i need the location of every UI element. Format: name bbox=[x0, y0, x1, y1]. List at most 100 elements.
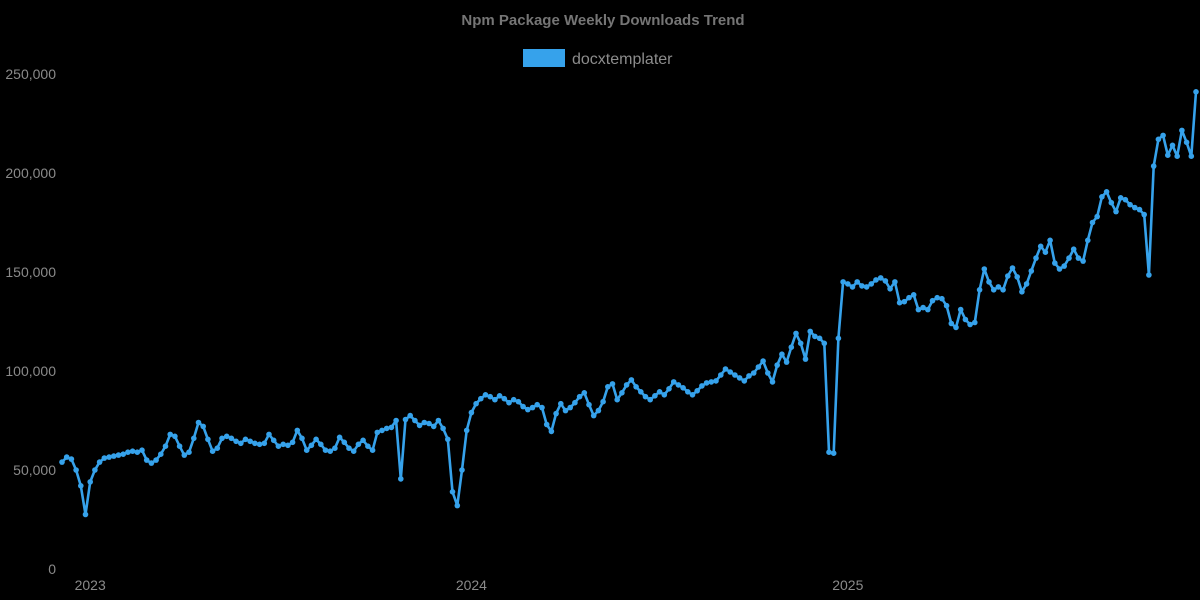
data-point[interactable] bbox=[774, 362, 780, 368]
data-point[interactable] bbox=[821, 340, 828, 347]
data-point[interactable] bbox=[779, 351, 785, 358]
data-point[interactable] bbox=[162, 443, 169, 450]
data-point[interactable] bbox=[854, 279, 860, 285]
data-point[interactable] bbox=[63, 454, 70, 460]
data-point[interactable] bbox=[609, 381, 616, 387]
data-point[interactable] bbox=[445, 436, 451, 443]
data-point[interactable] bbox=[633, 384, 639, 390]
data-point[interactable] bbox=[473, 400, 479, 407]
data-point[interactable] bbox=[106, 454, 112, 460]
data-point[interactable] bbox=[957, 306, 964, 313]
data-point[interactable] bbox=[176, 443, 183, 450]
data-point[interactable] bbox=[459, 467, 465, 473]
line-series[interactable] bbox=[60, 90, 1198, 516]
data-point[interactable] bbox=[233, 438, 239, 445]
data-point[interactable] bbox=[449, 489, 456, 495]
data-point[interactable] bbox=[826, 449, 832, 456]
data-point[interactable] bbox=[1141, 211, 1147, 218]
data-point[interactable] bbox=[689, 392, 696, 398]
data-point[interactable] bbox=[275, 443, 282, 450]
data-point[interactable] bbox=[1113, 208, 1119, 215]
data-points[interactable] bbox=[59, 89, 1199, 518]
data-point[interactable] bbox=[548, 428, 555, 435]
data-point[interactable] bbox=[859, 283, 865, 289]
data-point[interactable] bbox=[896, 299, 903, 306]
data-point[interactable] bbox=[1037, 243, 1044, 250]
data-point[interactable] bbox=[355, 441, 362, 448]
data-point[interactable] bbox=[661, 392, 668, 398]
data-point[interactable] bbox=[797, 340, 804, 347]
data-point[interactable] bbox=[1099, 194, 1105, 200]
data-point[interactable] bbox=[948, 320, 955, 327]
data-point[interactable] bbox=[205, 436, 211, 443]
data-point[interactable] bbox=[727, 369, 733, 375]
data-point[interactable] bbox=[158, 451, 164, 458]
data-point[interactable] bbox=[148, 460, 155, 466]
data-point[interactable] bbox=[252, 440, 258, 447]
data-point[interactable] bbox=[416, 422, 423, 429]
data-point[interactable] bbox=[73, 467, 79, 473]
data-point[interactable] bbox=[510, 396, 517, 403]
data-point[interactable] bbox=[1042, 249, 1049, 255]
data-point[interactable] bbox=[675, 382, 682, 388]
data-point[interactable] bbox=[925, 306, 931, 313]
data-point[interactable] bbox=[835, 335, 842, 342]
data-point[interactable] bbox=[195, 419, 202, 426]
data-point[interactable] bbox=[666, 386, 672, 392]
data-point[interactable] bbox=[656, 389, 663, 395]
data-point[interactable] bbox=[515, 398, 522, 405]
data-point[interactable] bbox=[350, 448, 357, 455]
data-point[interactable] bbox=[242, 436, 249, 443]
data-point[interactable] bbox=[365, 443, 371, 450]
data-point[interactable] bbox=[120, 451, 126, 458]
data-point[interactable] bbox=[581, 390, 588, 396]
data-point[interactable] bbox=[68, 456, 75, 462]
data-point[interactable] bbox=[807, 328, 813, 335]
data-point[interactable] bbox=[562, 407, 569, 414]
data-point[interactable] bbox=[534, 401, 540, 408]
series-docxtemplater[interactable] bbox=[59, 89, 1199, 518]
data-point[interactable] bbox=[238, 440, 244, 447]
data-point[interactable] bbox=[990, 287, 997, 293]
data-point[interactable] bbox=[492, 396, 498, 403]
data-point[interactable] bbox=[318, 441, 324, 448]
data-point[interactable] bbox=[1193, 89, 1199, 95]
data-point[interactable] bbox=[600, 398, 606, 405]
data-point[interactable] bbox=[567, 404, 573, 411]
data-point[interactable] bbox=[901, 298, 908, 305]
data-point[interactable] bbox=[1146, 272, 1152, 278]
data-point[interactable] bbox=[463, 427, 470, 434]
data-point[interactable] bbox=[1136, 206, 1143, 213]
data-point[interactable] bbox=[920, 304, 926, 311]
data-point[interactable] bbox=[143, 457, 150, 463]
data-point[interactable] bbox=[496, 393, 503, 399]
data-point[interactable] bbox=[1132, 204, 1138, 211]
data-point[interactable] bbox=[910, 292, 917, 298]
data-point[interactable] bbox=[652, 393, 658, 399]
data-point[interactable] bbox=[736, 375, 743, 381]
data-point[interactable] bbox=[322, 447, 329, 454]
data-point[interactable] bbox=[1070, 246, 1077, 252]
data-point[interactable] bbox=[868, 281, 875, 287]
data-point[interactable] bbox=[972, 319, 978, 326]
data-point[interactable] bbox=[1165, 152, 1171, 158]
data-point[interactable] bbox=[840, 279, 846, 285]
data-point[interactable] bbox=[647, 396, 653, 403]
data-point[interactable] bbox=[783, 359, 790, 365]
data-point[interactable] bbox=[228, 435, 235, 442]
data-point[interactable] bbox=[1052, 260, 1058, 266]
data-point[interactable] bbox=[1080, 258, 1086, 264]
data-point[interactable] bbox=[1122, 196, 1129, 203]
data-point[interactable] bbox=[388, 424, 395, 431]
data-point[interactable] bbox=[845, 281, 851, 287]
data-point[interactable] bbox=[1085, 237, 1091, 244]
data-point[interactable] bbox=[765, 370, 771, 376]
data-point[interactable] bbox=[1089, 219, 1096, 226]
data-point[interactable] bbox=[327, 448, 334, 455]
data-point[interactable] bbox=[191, 435, 197, 442]
data-point[interactable] bbox=[595, 407, 602, 414]
data-point[interactable] bbox=[59, 459, 65, 465]
data-point[interactable] bbox=[976, 287, 983, 293]
data-point[interactable] bbox=[769, 379, 776, 385]
data-point[interactable] bbox=[172, 433, 178, 440]
